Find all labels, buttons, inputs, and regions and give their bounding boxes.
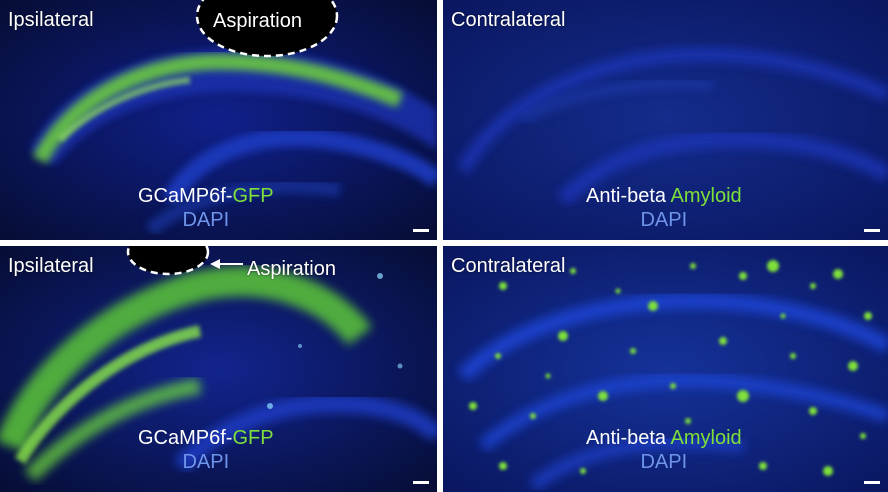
- stain-line: Anti-beta Amyloid: [586, 428, 742, 448]
- scale-bar: [413, 229, 429, 232]
- stain-prefix: Anti-beta: [586, 427, 671, 449]
- counterstain-label: DAPI: [640, 209, 688, 231]
- amyloid-plaques: [469, 260, 872, 476]
- aspiration-label: Aspiration: [247, 258, 336, 280]
- micrograph-bottom-left: [0, 246, 437, 492]
- panel-top-right-contralateral: Contralateral Anti-beta Amyloid DAPI: [443, 0, 888, 240]
- panel-top-left-ipsilateral: Ipsilateral Aspiration GCaMP6f-GFP DAPI: [0, 0, 437, 240]
- region-label: Contralateral: [451, 9, 566, 31]
- stain-legend: Anti-beta Amyloid DAPI: [586, 186, 742, 234]
- stain-marker: Amyloid: [670, 185, 742, 207]
- counterstain-label: DAPI: [182, 451, 230, 473]
- panel-bottom-right-contralateral: Contralateral Anti-beta Amyloid DAPI: [443, 246, 888, 492]
- stain-legend: Anti-beta Amyloid DAPI: [586, 428, 742, 476]
- stain-legend: GCaMP6f-GFP DAPI: [138, 428, 274, 476]
- stain-prefix: GCaMP6f-: [138, 185, 233, 207]
- micrograph-top-right: [443, 0, 888, 240]
- region-label: Contralateral: [451, 255, 566, 277]
- region-label: Ipsilateral: [8, 255, 94, 277]
- counterstain-label: DAPI: [182, 209, 230, 231]
- stain-line: GCaMP6f-GFP: [138, 186, 274, 206]
- micrograph-bottom-right: [443, 246, 888, 492]
- region-label: Ipsilateral: [8, 9, 94, 31]
- panel-bottom-left-ipsilateral: Ipsilateral Aspiration GCaMP6f-GFP DAPI: [0, 246, 437, 492]
- stain-prefix: GCaMP6f-: [138, 427, 233, 449]
- counterstain-label: DAPI: [640, 451, 688, 473]
- arrow-head: [210, 259, 220, 269]
- stain-prefix: Anti-beta: [586, 185, 671, 207]
- stain-line: GCaMP6f-GFP: [138, 428, 274, 448]
- scale-bar: [413, 481, 429, 484]
- stain-legend: GCaMP6f-GFP DAPI: [138, 186, 274, 234]
- micrograph-top-left: [0, 0, 437, 240]
- stain-marker: GFP: [232, 185, 274, 207]
- stain-marker: Amyloid: [670, 427, 742, 449]
- scale-bar: [864, 481, 880, 484]
- stain-marker: GFP: [232, 427, 274, 449]
- stain-line: Anti-beta Amyloid: [586, 186, 742, 206]
- aspiration-label: Aspiration: [213, 10, 302, 32]
- scale-bar: [864, 229, 880, 232]
